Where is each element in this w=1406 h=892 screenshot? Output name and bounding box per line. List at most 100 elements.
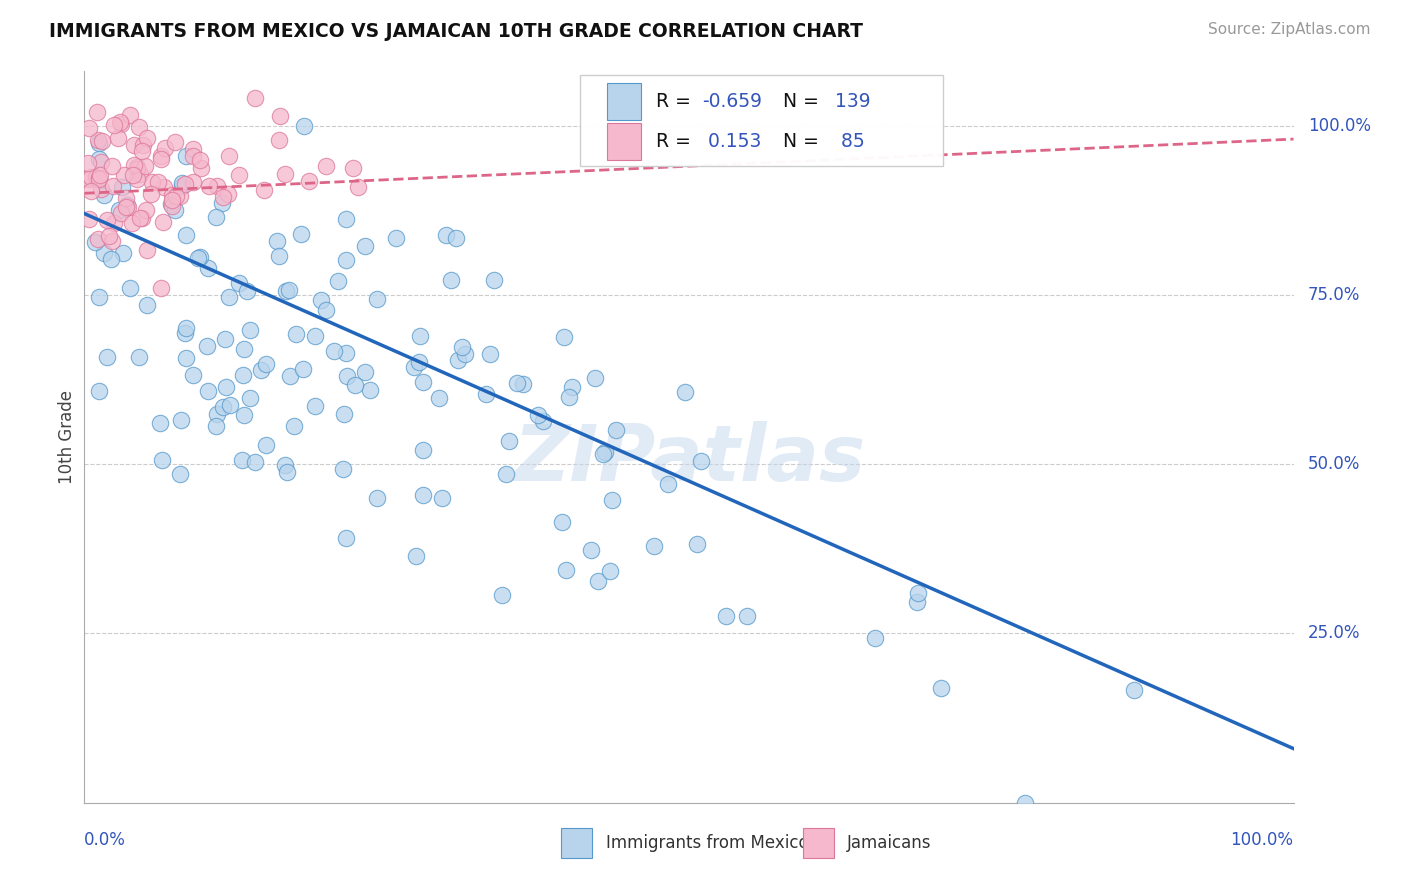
Point	[87, 133, 110, 147]
Point	[84, 169, 107, 184]
Point	[714, 609, 737, 624]
Point	[181, 142, 204, 156]
FancyBboxPatch shape	[607, 123, 641, 160]
Point	[735, 609, 758, 624]
Point	[165, 135, 187, 149]
Point	[273, 458, 295, 472]
Point	[108, 115, 131, 129]
Point	[1123, 683, 1146, 698]
Point	[232, 368, 254, 382]
Point	[342, 161, 364, 175]
Point	[121, 168, 143, 182]
Point	[283, 419, 305, 434]
Point	[335, 253, 357, 268]
Point	[128, 351, 150, 365]
Point	[430, 491, 453, 505]
Point	[643, 539, 665, 553]
Point	[174, 351, 197, 365]
Point	[108, 202, 131, 217]
Point	[89, 384, 111, 398]
Point	[155, 141, 177, 155]
Point	[159, 197, 181, 211]
Point	[149, 281, 172, 295]
Point	[197, 384, 219, 398]
Point	[531, 414, 554, 428]
Point	[77, 156, 100, 170]
Point	[599, 565, 621, 579]
Point	[160, 188, 183, 202]
Point	[429, 392, 451, 406]
Point	[79, 169, 101, 184]
Point	[152, 215, 174, 229]
Point	[146, 175, 169, 189]
Point	[101, 234, 124, 248]
Text: ZIPatlas: ZIPatlas	[513, 421, 865, 497]
Point	[111, 246, 134, 260]
Point	[412, 375, 434, 389]
Point	[218, 290, 240, 304]
Point	[132, 137, 155, 152]
Point	[188, 251, 211, 265]
Point	[250, 363, 273, 377]
Point	[304, 399, 326, 413]
Point	[267, 249, 290, 263]
Point	[150, 452, 173, 467]
Point	[512, 376, 534, 391]
Point	[366, 293, 388, 307]
Point	[269, 109, 291, 123]
Point	[173, 326, 195, 340]
Point	[865, 632, 887, 646]
Point	[153, 179, 176, 194]
Point	[169, 467, 191, 482]
Text: 100.0%: 100.0%	[1308, 117, 1371, 135]
Text: 139: 139	[835, 92, 870, 111]
Point	[190, 161, 212, 175]
Point	[929, 681, 952, 695]
Point	[205, 407, 228, 421]
Point	[444, 231, 467, 245]
Point	[298, 174, 321, 188]
Point	[118, 281, 141, 295]
Point	[304, 329, 326, 343]
Point	[450, 340, 472, 354]
Point	[93, 188, 115, 202]
Point	[110, 116, 132, 130]
Text: R =: R =	[657, 92, 697, 111]
Point	[686, 537, 709, 551]
Point	[253, 183, 276, 197]
Point	[605, 423, 627, 437]
Text: -0.659: -0.659	[702, 92, 762, 111]
Point	[315, 160, 337, 174]
Point	[98, 229, 121, 244]
Point	[211, 400, 233, 414]
Point	[89, 171, 111, 186]
Point	[136, 298, 159, 312]
Point	[115, 198, 138, 212]
Point	[276, 465, 298, 479]
Point	[482, 273, 505, 287]
Point	[141, 175, 163, 189]
Point	[907, 586, 929, 600]
Point	[121, 216, 143, 230]
Point	[90, 182, 112, 196]
Point	[211, 195, 233, 210]
Point	[89, 168, 111, 182]
Point	[238, 392, 260, 406]
Point	[101, 179, 124, 194]
Point	[174, 321, 197, 335]
Point	[134, 203, 156, 218]
Point	[89, 170, 111, 185]
Point	[195, 339, 218, 353]
Point	[243, 91, 266, 105]
Point	[170, 176, 193, 190]
Point	[586, 574, 609, 588]
Point	[111, 179, 134, 194]
Point	[135, 131, 157, 145]
Point	[89, 152, 111, 166]
Point	[278, 369, 301, 384]
Text: N =: N =	[770, 92, 820, 111]
Point	[181, 149, 204, 163]
Point	[346, 179, 368, 194]
Text: Immigrants from Mexico: Immigrants from Mexico	[606, 834, 808, 852]
Point	[498, 434, 520, 449]
